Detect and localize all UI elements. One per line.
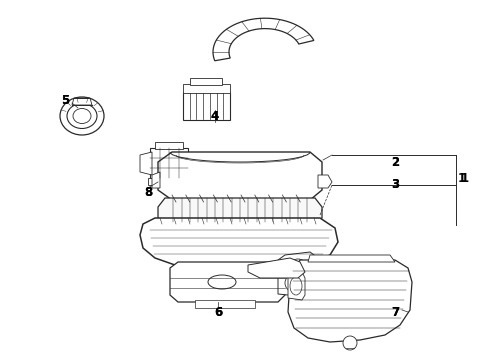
Ellipse shape	[235, 271, 255, 279]
Text: 1: 1	[458, 171, 466, 184]
Polygon shape	[288, 260, 412, 342]
Polygon shape	[72, 98, 92, 105]
Polygon shape	[213, 18, 314, 61]
Ellipse shape	[73, 108, 91, 123]
Text: 6: 6	[214, 306, 222, 320]
Polygon shape	[308, 255, 395, 262]
Circle shape	[343, 336, 357, 350]
Polygon shape	[183, 92, 230, 120]
Polygon shape	[228, 265, 262, 275]
Text: 5: 5	[61, 94, 69, 107]
Polygon shape	[170, 262, 285, 302]
Polygon shape	[158, 198, 322, 222]
Text: 5: 5	[61, 94, 69, 107]
Polygon shape	[140, 152, 152, 175]
Ellipse shape	[67, 104, 97, 129]
Ellipse shape	[291, 259, 305, 269]
Text: 8: 8	[144, 185, 152, 198]
Polygon shape	[155, 142, 183, 149]
Ellipse shape	[290, 277, 302, 295]
Text: 4: 4	[211, 109, 219, 122]
Text: 7: 7	[391, 306, 399, 319]
Polygon shape	[152, 172, 160, 188]
Text: 8: 8	[144, 185, 152, 198]
Text: 4: 4	[211, 109, 219, 122]
Polygon shape	[150, 148, 188, 178]
Text: 7: 7	[391, 306, 399, 319]
Polygon shape	[288, 272, 305, 300]
Polygon shape	[195, 300, 255, 308]
Polygon shape	[140, 218, 338, 268]
Text: 3: 3	[391, 179, 399, 192]
Text: 6: 6	[214, 306, 222, 320]
Ellipse shape	[60, 97, 104, 135]
Text: 1: 1	[461, 171, 469, 184]
Ellipse shape	[208, 275, 236, 289]
Ellipse shape	[285, 275, 299, 291]
Text: 2: 2	[391, 156, 399, 168]
Polygon shape	[248, 258, 305, 278]
Polygon shape	[158, 152, 322, 200]
Polygon shape	[148, 178, 192, 185]
Polygon shape	[183, 84, 230, 93]
Polygon shape	[278, 270, 305, 296]
Polygon shape	[318, 175, 332, 188]
Polygon shape	[278, 252, 318, 272]
Text: 3: 3	[391, 179, 399, 192]
Text: 2: 2	[391, 156, 399, 168]
Polygon shape	[190, 78, 222, 85]
